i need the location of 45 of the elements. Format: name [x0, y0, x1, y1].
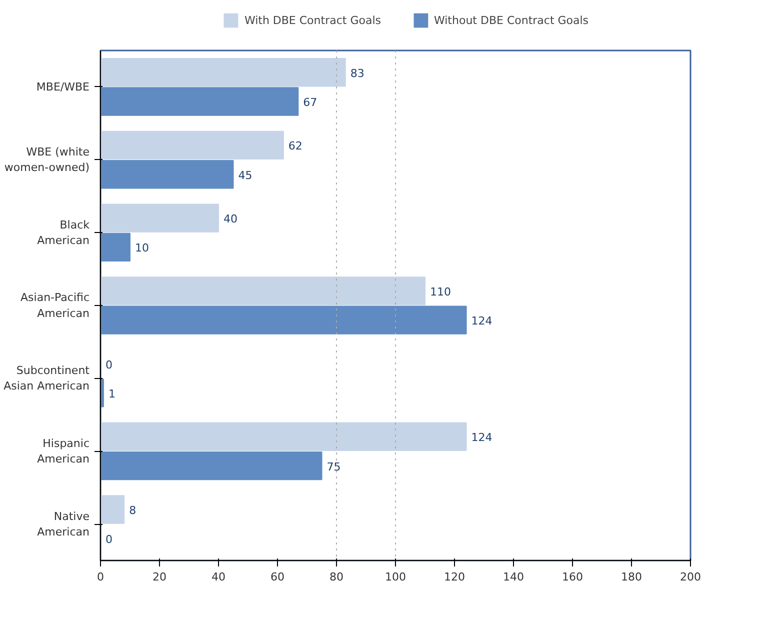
bar: [100, 422, 467, 451]
x-tick-label: 180: [621, 570, 642, 584]
y-tick-label: Native American: [37, 510, 90, 538]
bar: [100, 451, 322, 480]
data-label: 40: [224, 212, 238, 226]
y-tick-label: Asian-Pacific American: [20, 291, 90, 320]
x-tick-label: 160: [562, 570, 583, 584]
bar: [100, 306, 467, 334]
bar: [100, 87, 299, 116]
bar: [100, 130, 284, 160]
data-label: 62: [288, 140, 302, 153]
bar: [100, 495, 125, 524]
x-tick-label: 140: [503, 570, 524, 584]
data-label: 10: [135, 242, 149, 255]
x-tick-label: 0: [97, 570, 104, 584]
data-label: 45: [238, 168, 252, 182]
y-tick-label: Hispanic American: [37, 436, 90, 466]
x-tick-label: 100: [385, 570, 406, 584]
data-label: 1: [108, 387, 116, 400]
data-label: 124: [471, 431, 492, 444]
bar: [100, 204, 219, 232]
x-tick-label: 60: [270, 570, 284, 584]
bar: [100, 58, 346, 87]
bar: [100, 276, 426, 306]
x-tick-label: 120: [444, 570, 465, 584]
y-tick-label: Black American: [37, 218, 90, 247]
x-tick-label: 200: [680, 570, 701, 584]
data-label: 75: [326, 460, 341, 474]
data-label: 83: [350, 66, 364, 80]
y-tick-label: Subcontinent Asian American: [4, 364, 90, 393]
data-label: 8: [129, 504, 136, 517]
y-tick-label: MBE/WBE: [36, 80, 90, 94]
y-tick-label: WBE (white women-owned): [4, 145, 90, 174]
data-label: 67: [303, 96, 318, 109]
data-label: 110: [430, 285, 451, 298]
bar: [100, 232, 130, 262]
bar: [100, 160, 234, 189]
data-label: 124: [471, 314, 492, 328]
legend-label: Without DBE Contract Goals: [434, 14, 589, 26]
data-label: 0: [106, 533, 112, 546]
data-label: 0: [106, 358, 112, 372]
x-tick-label: 80: [330, 570, 344, 584]
x-tick-label: 20: [152, 570, 166, 584]
legend-label: With DBE Contract Goals: [244, 14, 381, 26]
x-tick-label: 40: [212, 570, 226, 584]
